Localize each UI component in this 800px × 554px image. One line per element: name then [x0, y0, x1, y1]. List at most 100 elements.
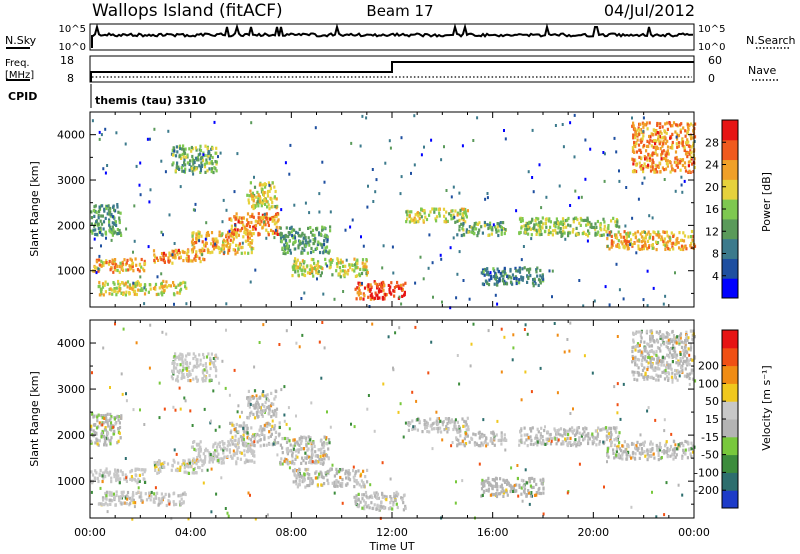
heatmap-cell — [500, 442, 503, 446]
heatmap-cell — [493, 225, 497, 229]
heatmap-cell — [557, 428, 561, 432]
heatmap-cell — [653, 456, 656, 460]
heatmap-cell — [491, 478, 494, 482]
heatmap-cell — [376, 496, 379, 501]
heatmap-cell — [676, 137, 679, 141]
heatmap-cell — [566, 429, 569, 433]
heatmap-cell — [665, 375, 669, 379]
heatmap-cell — [535, 270, 538, 274]
heatmap-cell — [634, 457, 637, 461]
heatmap-cell — [539, 491, 543, 496]
heatmap-cell — [666, 455, 669, 459]
heatmap-cell — [475, 227, 478, 231]
heatmap-cell — [322, 251, 325, 255]
heatmap-cell — [252, 452, 255, 456]
heatmap-cell — [657, 139, 660, 143]
heatmap-cell — [351, 263, 354, 267]
heatmap-cell — [239, 220, 242, 225]
heatmap-cell — [684, 448, 687, 452]
heatmap-cell — [496, 283, 499, 287]
heatmap-cell — [302, 265, 305, 269]
heatmap-cell — [358, 288, 361, 293]
heatmap-cell — [609, 430, 613, 434]
heatmap-cell — [348, 263, 351, 267]
heatmap-cell — [104, 439, 107, 443]
heatmap-cell — [551, 437, 554, 441]
heatmap-cell — [676, 162, 680, 166]
power-panel-frame — [89, 111, 695, 308]
colorbar-segment — [722, 258, 738, 279]
heatmap-cell — [522, 276, 525, 280]
heatmap-cell — [153, 253, 156, 257]
heatmap-cell — [462, 222, 465, 226]
heatmap-cell — [634, 363, 637, 367]
heatmap-cell — [203, 243, 206, 247]
heatmap-cell — [607, 226, 610, 231]
heatmap-cell — [199, 166, 203, 171]
heatmap-cell — [504, 137, 507, 141]
heatmap-cell — [313, 261, 316, 265]
heatmap-cell — [540, 426, 543, 430]
heatmap-cell — [642, 134, 645, 138]
heatmap-cell — [219, 151, 222, 155]
heatmap-cell — [301, 259, 304, 263]
heatmap-cell — [240, 451, 243, 455]
heatmap-cell — [294, 247, 297, 251]
heatmap-cell — [531, 281, 535, 285]
heatmap-cell — [459, 429, 462, 433]
heatmap-cell — [506, 274, 509, 278]
heatmap-cell — [414, 427, 417, 431]
heatmap-cell — [133, 204, 136, 208]
heatmap-cell — [130, 498, 133, 502]
heatmap-cell — [531, 476, 534, 480]
heatmap-cell — [231, 423, 234, 427]
heatmap-cell — [134, 468, 137, 473]
heatmap-cell — [618, 169, 620, 173]
heatmap-cell — [542, 487, 545, 491]
heatmap-cell — [198, 454, 202, 459]
heatmap-cell — [549, 220, 552, 224]
heatmap-cell — [648, 235, 651, 239]
heatmap-cell — [157, 503, 160, 507]
heatmap-cell — [131, 261, 134, 265]
heatmap-cell — [394, 498, 397, 502]
heatmap-cell — [547, 219, 550, 223]
heatmap-cell — [319, 265, 322, 270]
heatmap-cell — [393, 495, 396, 499]
heatmap-cell — [236, 228, 239, 232]
heatmap-cell — [129, 257, 132, 261]
heatmap-cell — [242, 216, 245, 220]
heatmap-cell — [370, 285, 373, 289]
heatmap-cell — [113, 222, 116, 226]
heatmap-cell — [190, 240, 194, 244]
heatmap-cell — [312, 238, 315, 242]
heatmap-cell — [231, 456, 234, 460]
heatmap-cell — [520, 440, 523, 445]
heatmap-cell — [657, 331, 660, 336]
heatmap-cell — [161, 284, 164, 288]
heatmap-cell — [214, 245, 217, 249]
heatmap-cell — [114, 220, 117, 224]
heatmap-cell — [681, 454, 684, 458]
heatmap-cell — [171, 148, 174, 152]
heatmap-cell — [297, 442, 300, 446]
heatmap-cell — [672, 121, 676, 125]
heatmap-cell — [132, 498, 135, 502]
heatmap-cell — [360, 479, 363, 483]
heatmap-cell — [148, 137, 151, 141]
heatmap-cell — [631, 124, 634, 128]
heatmap-cell — [314, 476, 317, 480]
heatmap-cell — [125, 290, 128, 294]
heatmap-cell — [321, 462, 325, 466]
heatmap-cell — [577, 426, 580, 430]
heatmap-cell — [539, 436, 543, 440]
heatmap-cell — [194, 254, 197, 259]
heatmap-cell — [356, 286, 359, 290]
heatmap-cell — [192, 172, 195, 176]
heatmap-cell — [631, 441, 634, 446]
heatmap-cell — [197, 237, 200, 241]
heatmap-cell — [395, 490, 398, 494]
heatmap-cell — [633, 169, 636, 173]
heatmap-cell — [518, 443, 521, 447]
heatmap-cell — [102, 227, 105, 231]
